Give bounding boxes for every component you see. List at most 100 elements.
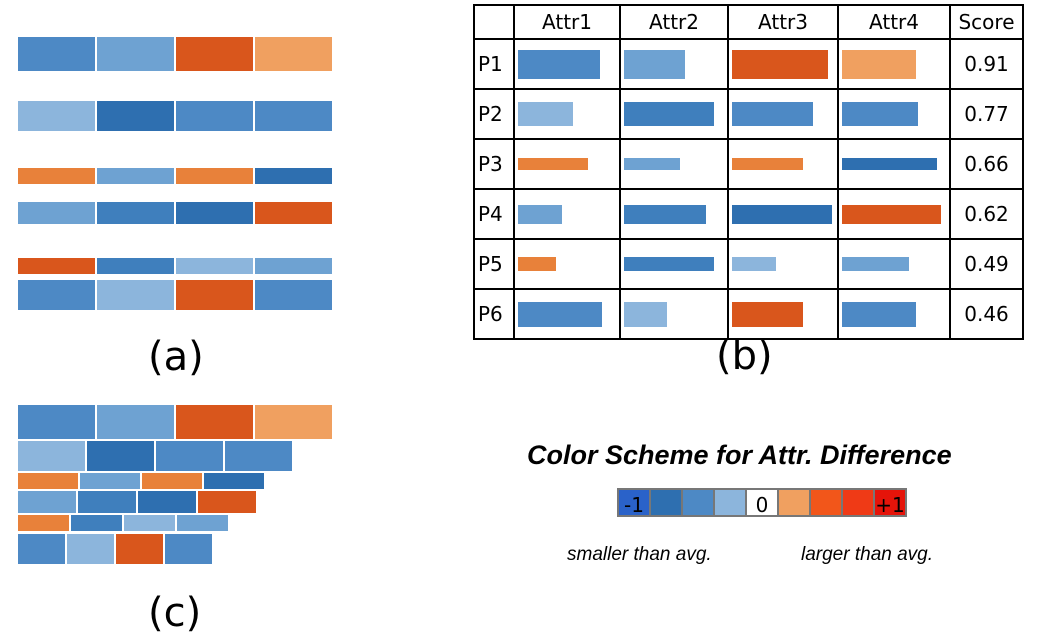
attr-bar	[518, 301, 602, 327]
scale-swatch: 0	[745, 488, 779, 517]
table-row: P1 0.91	[473, 38, 1024, 90]
column-header: Attr2	[619, 4, 729, 40]
panel-a-segment	[176, 101, 253, 131]
attr-cell	[727, 238, 839, 290]
panel-c-segment	[225, 441, 292, 471]
attr-cell	[619, 88, 729, 140]
attr-cell	[513, 288, 621, 340]
panel-c-segment	[71, 515, 122, 531]
attr-bar	[624, 204, 706, 224]
attr-bar	[732, 301, 803, 327]
attr-bar	[624, 49, 685, 79]
score-cell: 0.62	[949, 188, 1024, 240]
attr-bar	[842, 49, 916, 79]
attr-cell	[619, 288, 729, 340]
attr-bar	[624, 301, 667, 327]
panel-a-label: (a)	[148, 334, 204, 380]
panel-a-segment	[176, 202, 253, 224]
row-id: P2	[473, 88, 515, 140]
attr-cell	[727, 88, 839, 140]
panel-c-label: (c)	[148, 590, 202, 636]
panel-c-segment	[18, 473, 78, 489]
panel-a-segment	[176, 37, 253, 71]
panel-a-segment	[97, 280, 174, 310]
column-header: Attr4	[837, 4, 951, 40]
panel-c-segment	[87, 441, 154, 471]
attr-bar	[624, 257, 714, 271]
panel-c-segment	[156, 441, 223, 471]
attr-cell	[619, 238, 729, 290]
row-id: P5	[473, 238, 515, 290]
attr-bar	[518, 158, 588, 170]
scale-swatch	[809, 488, 843, 517]
panel-c-segment	[67, 534, 114, 564]
attr-cell	[837, 288, 951, 340]
panel-c-segment	[18, 515, 69, 531]
column-header: Score	[949, 4, 1024, 40]
attr-cell	[513, 38, 621, 90]
panel-b-table: Attr1 Attr2 Attr3 Attr4 Score P1 0.91 P2 0.77 P3…	[473, 4, 1024, 340]
row-id: P6	[473, 288, 515, 340]
scale-swatch	[681, 488, 715, 517]
panel-a-segment	[18, 37, 95, 71]
panel-c-segment	[176, 405, 253, 439]
panel-a-segment	[97, 168, 174, 184]
table-row: P6 0.46	[473, 288, 1024, 340]
table-header-row: Attr1 Attr2 Attr3 Attr4 Score	[473, 4, 1024, 40]
panel-a-segment	[255, 168, 332, 184]
scale-swatch	[713, 488, 747, 517]
scale-swatch	[841, 488, 875, 517]
attr-cell	[619, 38, 729, 90]
panel-a-segment	[97, 202, 174, 224]
column-header: Attr3	[727, 4, 839, 40]
table-row: P4 0.62	[473, 188, 1024, 240]
scale-swatch: -1	[617, 488, 651, 517]
legend-larger-label: larger than avg.	[801, 544, 934, 565]
attr-cell	[727, 288, 839, 340]
panel-a-segment	[176, 280, 253, 310]
panel-c-segment	[18, 405, 95, 439]
panel-a-segment	[18, 101, 95, 131]
table-row: P2 0.77	[473, 88, 1024, 140]
score-cell: 0.66	[949, 138, 1024, 190]
attr-bar	[518, 204, 562, 224]
header-blank	[473, 4, 515, 40]
legend-title: Color Scheme for Attr. Difference	[527, 440, 952, 470]
panel-a-segment	[176, 168, 253, 184]
attr-cell	[513, 138, 621, 190]
attr-bar	[624, 158, 680, 170]
table-row: P5 0.49	[473, 238, 1024, 290]
panel-c-segment	[142, 473, 202, 489]
attr-cell	[727, 188, 839, 240]
attr-cell	[837, 188, 951, 240]
panel-c-segment	[78, 491, 136, 513]
panel-a-segment	[255, 37, 332, 71]
panel-a-segment	[255, 258, 332, 274]
panel-c-segment	[97, 405, 174, 439]
panel-a-segment	[176, 258, 253, 274]
attr-cell	[619, 188, 729, 240]
attr-bar	[842, 158, 937, 170]
attr-cell	[727, 38, 839, 90]
attr-cell	[513, 238, 621, 290]
scale-swatch	[777, 488, 811, 517]
panel-a-segment	[97, 101, 174, 131]
score-cell: 0.91	[949, 38, 1024, 90]
panel-a-segment	[97, 258, 174, 274]
panel-c-segment	[124, 515, 175, 531]
attr-bar	[732, 102, 813, 126]
panel-a-segment	[18, 202, 95, 224]
scale-swatch: +1	[873, 488, 907, 517]
attr-cell	[513, 88, 621, 140]
legend-smaller-label: smaller than avg.	[567, 544, 712, 565]
attr-cell	[727, 138, 839, 190]
table-row: P3 0.66	[473, 138, 1024, 190]
panel-c-segment	[177, 515, 228, 531]
panel-a-segment	[255, 280, 332, 310]
panel-c-segment	[204, 473, 264, 489]
attr-bar	[518, 102, 573, 126]
panel-c-segment	[80, 473, 140, 489]
row-id: P4	[473, 188, 515, 240]
panel-c-segment	[138, 491, 196, 513]
